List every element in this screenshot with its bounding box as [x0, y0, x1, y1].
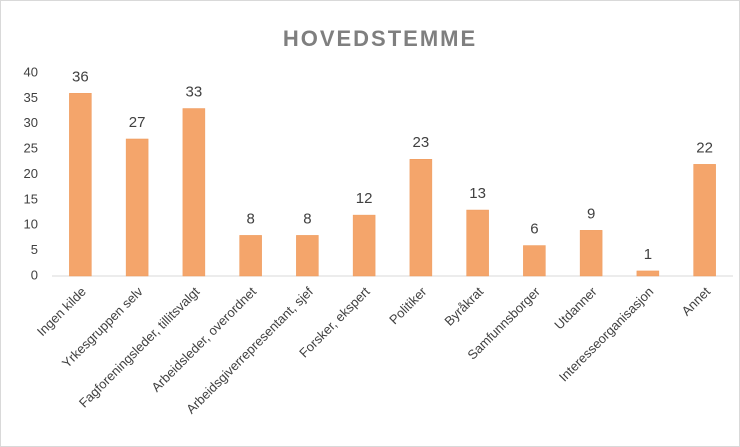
- bar: [466, 209, 489, 277]
- y-tick-label: 25: [24, 141, 38, 156]
- bar: [523, 245, 546, 277]
- bar: [69, 93, 92, 277]
- bar: [352, 214, 376, 277]
- bar: [296, 235, 319, 277]
- value-label: 33: [186, 83, 203, 100]
- y-tick-label: 10: [24, 217, 38, 232]
- value-label: 6: [530, 221, 538, 238]
- chart-title: HOVEDSTEMME: [283, 26, 477, 51]
- value-label: 22: [696, 139, 713, 156]
- bar: [125, 138, 149, 277]
- y-tick-label: 15: [24, 191, 38, 206]
- y-tick-label: 0: [31, 267, 38, 282]
- value-label: 13: [469, 185, 486, 202]
- y-tick-label: 35: [24, 90, 38, 105]
- value-label: 27: [129, 114, 146, 131]
- bar: [409, 159, 433, 277]
- y-tick-label: 40: [24, 64, 38, 79]
- value-label: 1: [644, 246, 652, 263]
- value-label: 8: [246, 210, 254, 227]
- value-label: 12: [356, 190, 373, 207]
- value-label: 8: [303, 210, 311, 227]
- bar: [693, 164, 716, 277]
- value-label: 36: [72, 68, 89, 85]
- bar: [239, 235, 262, 277]
- value-label: 23: [413, 134, 430, 151]
- y-tick-label: 20: [24, 166, 38, 181]
- bar: [579, 230, 603, 277]
- y-tick-label: 5: [31, 242, 38, 257]
- y-tick-label: 30: [24, 115, 38, 130]
- bar: [182, 108, 206, 277]
- value-label: 9: [587, 205, 595, 222]
- bar: [636, 270, 660, 277]
